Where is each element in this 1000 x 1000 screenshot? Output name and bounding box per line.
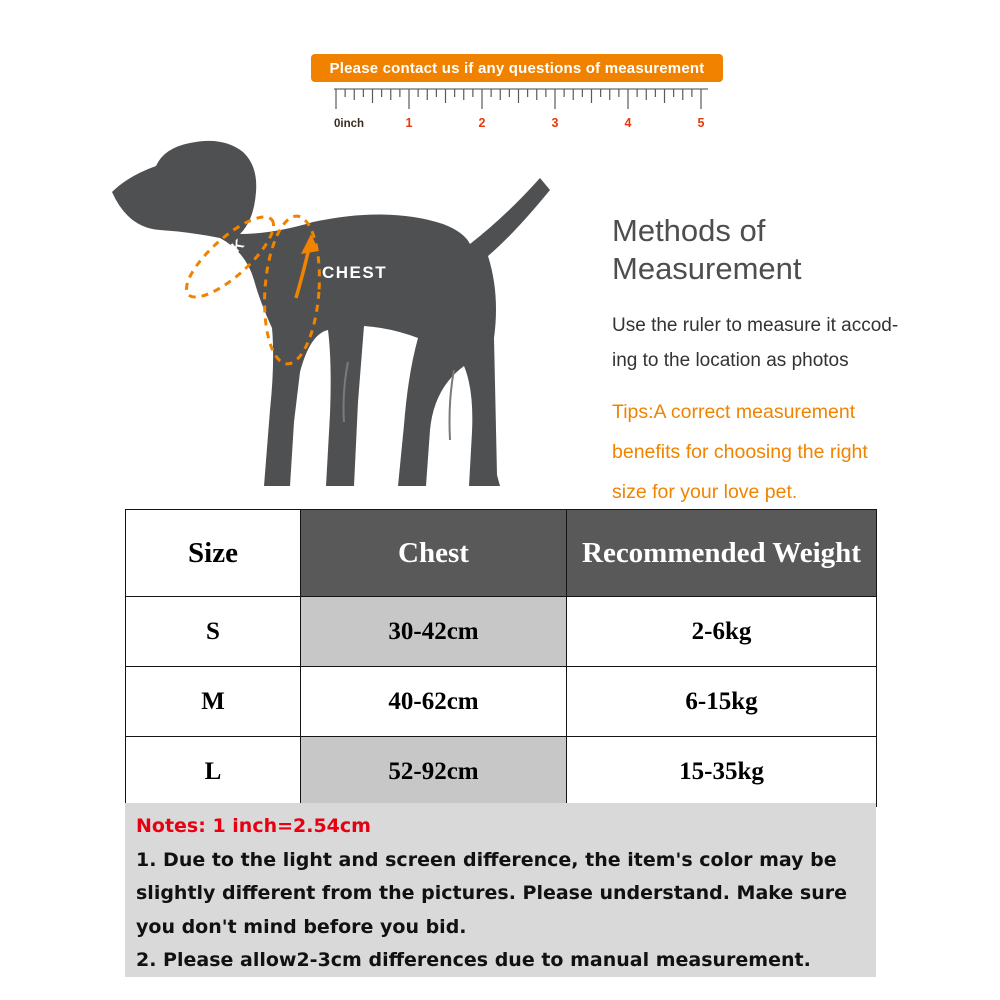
- cell-chest-l: 52-92cm: [300, 736, 567, 807]
- contact-banner-text: Please contact us if any questions of me…: [329, 59, 705, 77]
- ruler-graphic: 0inch 1 2 3 4 5: [334, 88, 708, 130]
- methods-title-line-1: Methods of: [612, 213, 766, 248]
- ruler-mark-2: 2: [479, 116, 486, 130]
- ruler-zero-label: 0inch: [334, 118, 364, 130]
- header-chest: Chest: [300, 509, 567, 597]
- methods-title-line-2: Measurement: [612, 251, 802, 286]
- methods-section: Methods of Measurement Use the ruler to …: [612, 212, 957, 512]
- notes-heading: Notes: 1 inch=2.54cm: [136, 815, 371, 837]
- methods-tips-line-1: Tips:A correct measurement: [612, 401, 856, 423]
- hind-leg-detail-line: [448, 369, 455, 441]
- cell-chest-s: 30-42cm: [300, 596, 567, 667]
- cell-weight-l: 15-35kg: [566, 736, 877, 807]
- table-row-s: S 30-42cm 2-6kg: [125, 596, 877, 667]
- ruler-ticks: [335, 89, 702, 109]
- chest-measure-ellipse: [263, 214, 321, 366]
- cell-weight-m: 6-15kg: [566, 666, 877, 737]
- methods-body-line-1: Use the ruler to measure it accod-: [612, 315, 899, 336]
- measure-arrowhead-icon: [301, 234, 319, 254]
- header-recommended-weight: Recommended Weight: [566, 509, 877, 597]
- table-row-m: M 40-62cm 6-15kg: [125, 666, 877, 737]
- front-leg-detail-line: [342, 361, 349, 423]
- neck-label: NECK: [201, 235, 248, 280]
- ruler-mark-5: 5: [698, 116, 705, 130]
- dog-silhouette: [112, 140, 550, 486]
- table-row-l: L 52-92cm 15-35kg: [125, 736, 877, 807]
- methods-tips-line-3: size for your love pet.: [612, 481, 798, 503]
- methods-tips: Tips:A correct measurement benefits for …: [612, 392, 957, 512]
- neck-measure-ellipse: [184, 215, 276, 299]
- notes-item-1: 1. Due to the light and screen differenc…: [136, 848, 848, 938]
- chest-label: CHEST: [322, 263, 387, 282]
- ruler-mark-1: 1: [406, 116, 413, 130]
- cell-size-l: L: [125, 736, 301, 807]
- ruler-mark-3: 3: [552, 116, 559, 130]
- notes-section: Notes: 1 inch=2.54cm 1. Due to the light…: [125, 803, 876, 977]
- dog-measurement-diagram: NECK CHEST: [112, 140, 550, 486]
- cell-weight-s: 2-6kg: [566, 596, 877, 667]
- methods-tips-line-2: benefits for choosing the right: [612, 441, 868, 463]
- methods-body: Use the ruler to measure it accod- ing t…: [612, 308, 957, 378]
- methods-title: Methods of Measurement: [612, 212, 957, 288]
- ruler-mark-4: 4: [625, 116, 632, 130]
- cell-size-s: S: [125, 596, 301, 667]
- methods-body-line-2: ing to the location as photos: [612, 350, 849, 371]
- size-table: Size Chest Recommended Weight S 30-42cm …: [125, 509, 877, 807]
- size-table-header-row: Size Chest Recommended Weight: [125, 509, 877, 597]
- notes-item-2: 2. Please allow2-3cm differences due to …: [136, 949, 811, 971]
- cell-chest-m: 40-62cm: [300, 666, 567, 737]
- header-size: Size: [125, 509, 301, 597]
- cell-size-m: M: [125, 666, 301, 737]
- contact-banner: Please contact us if any questions of me…: [311, 54, 723, 82]
